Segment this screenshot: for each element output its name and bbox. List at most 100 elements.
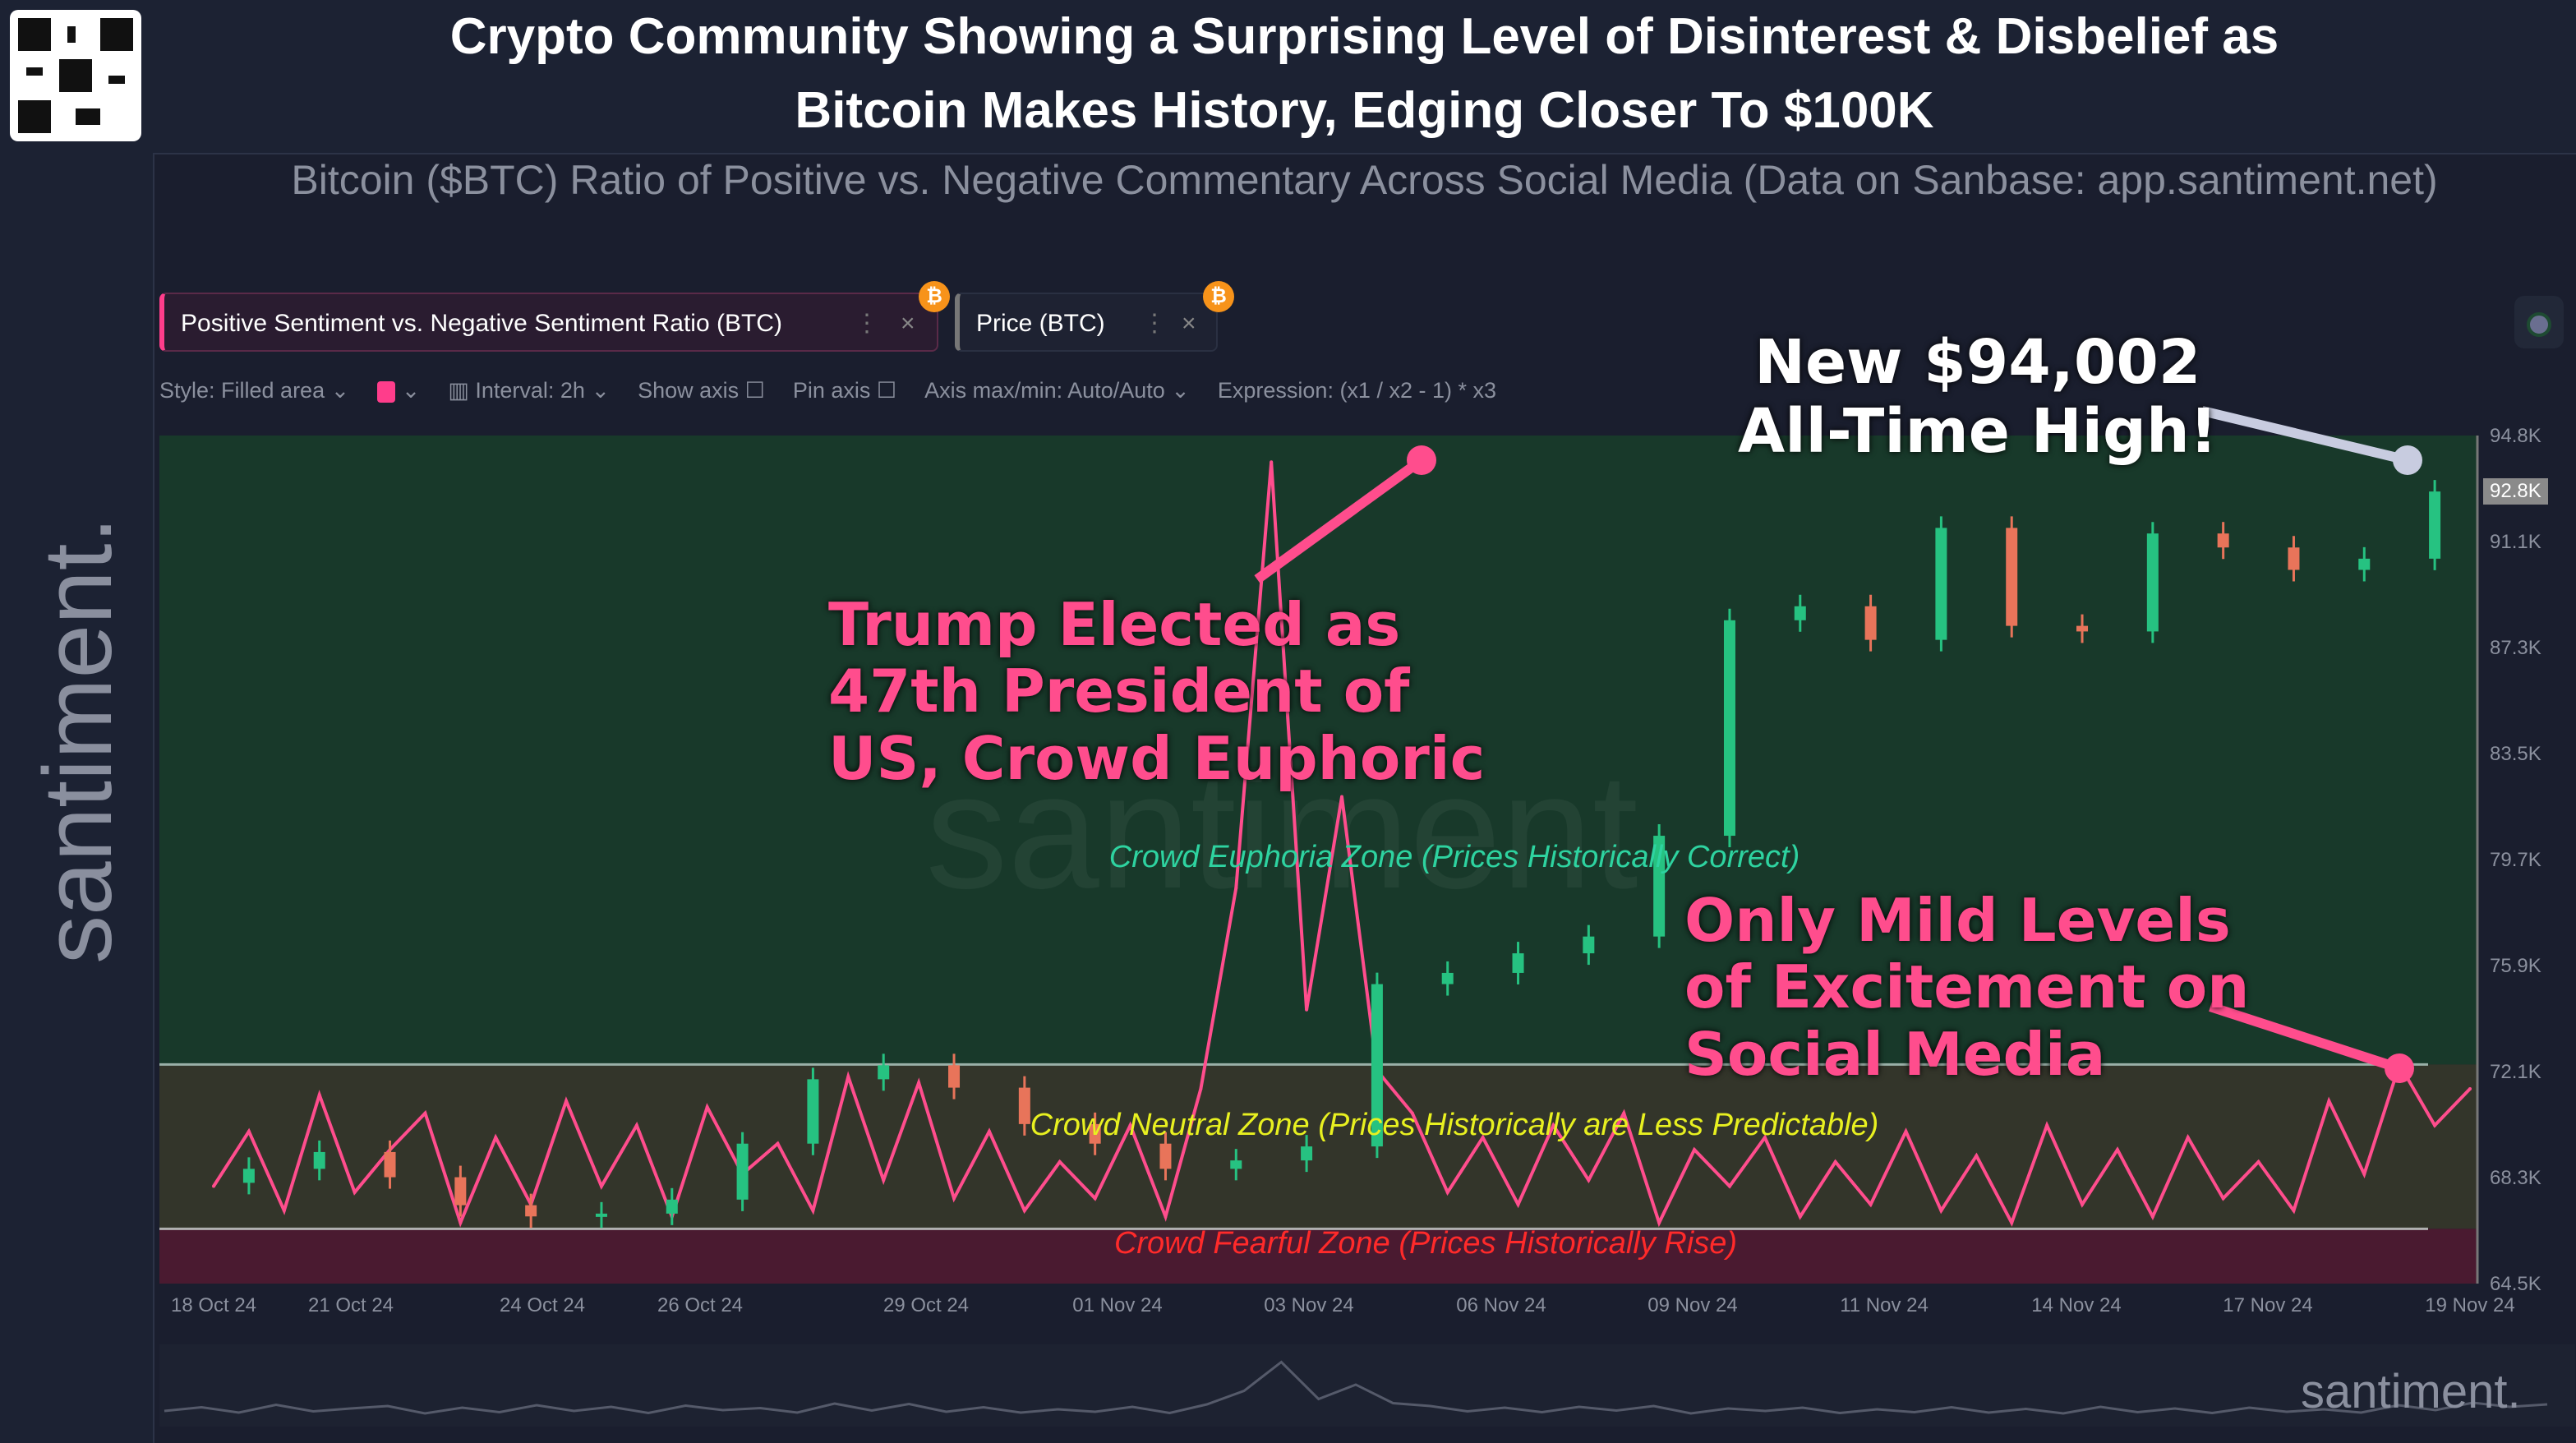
sentiment-point — [1164, 1215, 1168, 1219]
price-candle — [736, 1143, 749, 1200]
price-candle — [1864, 606, 1877, 640]
sentiment-point — [952, 1196, 956, 1201]
color-picker[interactable]: ⌄ — [377, 378, 420, 403]
price-candle — [2146, 533, 2159, 632]
pin-axis-toggle[interactable]: Pin axis ☐ — [792, 378, 897, 403]
close-icon[interactable]: × — [1182, 310, 1196, 337]
sentiment-point — [2115, 1148, 2119, 1152]
y-tick-label: 83.5K — [2490, 743, 2541, 765]
tab-price[interactable]: Price (BTC) ⋮ × — [955, 293, 1218, 352]
sentiment-point — [1727, 1184, 1731, 1188]
sentiment-point — [1093, 1196, 1097, 1201]
price-candle — [454, 1177, 467, 1206]
sentiment-point — [1551, 1123, 1555, 1127]
more-icon[interactable]: ⋮ — [855, 310, 879, 337]
qr-code — [10, 10, 141, 141]
sentiment-point — [317, 1093, 321, 1097]
sentiment-point — [2221, 1196, 2225, 1201]
calendar-icon: ▥ — [448, 378, 469, 403]
tab-sentiment-ratio[interactable]: Positive Sentiment vs. Negative Sentimen… — [159, 293, 938, 352]
sentiment-point — [2150, 1215, 2154, 1219]
sentiment-point — [705, 1105, 709, 1109]
price-candle — [1018, 1087, 1030, 1124]
settings-toggle[interactable] — [2514, 296, 2564, 348]
expression-field[interactable]: Expression: (x1 / x2 - 1) * x3 — [1217, 378, 1496, 403]
sentiment-point — [2256, 1159, 2260, 1164]
sentiment-point — [2081, 1202, 2085, 1206]
sentiment-point — [2327, 1099, 2331, 1103]
sentiment-point — [1481, 1136, 1485, 1140]
sentiment-point — [1587, 1178, 1591, 1183]
y-tick-label: 91.1K — [2490, 531, 2541, 553]
price-candle — [1583, 936, 1595, 954]
price-candle — [1301, 1146, 1313, 1161]
sentiment-point — [459, 1220, 463, 1224]
price-candle — [878, 1065, 890, 1080]
arrow-icon — [2200, 406, 2409, 465]
price-candle — [1512, 953, 1524, 973]
sentiment-point — [247, 1129, 251, 1133]
sentiment-point — [2433, 1123, 2437, 1127]
sentiment-point — [494, 1136, 498, 1140]
title-line-1: Crypto Community Showing a Surprising Le… — [449, 8, 2279, 65]
price-candle — [666, 1199, 678, 1214]
sentiment-point — [1939, 1209, 1943, 1213]
subtitle: Bitcoin ($BTC) Ratio of Positive vs. Neg… — [291, 157, 2438, 203]
show-axis-toggle[interactable]: Show axis ☐ — [638, 378, 765, 403]
price-candle — [1935, 528, 1947, 640]
sentiment-point — [565, 1099, 569, 1103]
axis-maxmin-dropdown[interactable]: Axis max/min: Auto/Auto ⌄ — [924, 378, 1190, 403]
sentiment-point — [1410, 1111, 1414, 1115]
sentiment-point — [1058, 1159, 1062, 1164]
title-line-2: Bitcoin Makes History, Edging Closer To … — [795, 82, 1934, 139]
sentiment-point — [1270, 460, 1274, 464]
y-tick-label: 72.1K — [2490, 1061, 2541, 1083]
y-tick-label: 87.3K — [2490, 637, 2541, 659]
close-icon[interactable]: × — [901, 310, 915, 337]
tab-label: Price (BTC) — [976, 310, 1105, 337]
euphoria-zone-label: Crowd Euphoria Zone (Prices Historically… — [1108, 840, 1800, 874]
arrow-icon — [1254, 456, 1425, 583]
price-candle — [384, 1151, 396, 1178]
sentiment-point — [282, 1209, 286, 1213]
sentiment-point — [1869, 1202, 1873, 1206]
price-candle — [1441, 972, 1454, 984]
x-tick-label: 14 Nov 24 — [2031, 1294, 2121, 1316]
x-tick-label: 21 Oct 24 — [308, 1294, 394, 1316]
tab-label: Positive Sentiment vs. Negative Sentimen… — [181, 310, 782, 337]
sentiment-point — [2292, 1209, 2296, 1213]
sentiment-point — [1128, 1123, 1132, 1127]
price-candle — [1653, 836, 1666, 937]
y-tick-label: 94.8K — [2490, 425, 2541, 447]
x-tick-label: 03 Nov 24 — [1264, 1294, 1353, 1316]
sentiment-point — [423, 1111, 427, 1115]
fearful-zone-label: Crowd Fearful Zone (Prices Historically … — [1113, 1226, 1738, 1261]
price-candle — [1230, 1160, 1242, 1169]
x-tick-label: 24 Oct 24 — [500, 1294, 585, 1316]
sentiment-point — [1657, 1220, 1661, 1224]
price-candle — [1723, 620, 1735, 837]
x-tick-label: 11 Nov 24 — [1840, 1294, 1929, 1316]
sentiment-point — [599, 1184, 603, 1188]
neutral-zone — [159, 1064, 2477, 1229]
price-candle — [948, 1065, 961, 1088]
sentiment-point — [1340, 795, 1343, 799]
navigator-line — [164, 1360, 2548, 1415]
bitcoin-icon: ₿ — [1203, 281, 1234, 312]
current-price-label: 92.8K — [2483, 478, 2548, 505]
price-candle — [525, 1205, 537, 1217]
style-dropdown[interactable]: Style: Filled area ⌄ — [159, 378, 350, 403]
sentiment-point — [2186, 1136, 2190, 1140]
page-title: Crypto Community Showing a Surprising Le… — [153, 0, 2576, 154]
x-tick-label: 19 Nov 24 — [2425, 1294, 2514, 1316]
sentiment-point — [1199, 1087, 1203, 1091]
price-candle — [595, 1213, 607, 1217]
neutral-zone-label: Crowd Neutral Zone (Prices Historically … — [1030, 1108, 1879, 1142]
interval-dropdown[interactable]: ▥ Interval: 2h ⌄ — [448, 378, 611, 403]
x-tick-label: 17 Nov 24 — [2223, 1294, 2312, 1316]
price-candle — [1794, 606, 1806, 620]
more-icon[interactable]: ⋮ — [1142, 310, 1167, 337]
x-tick-label: 06 Nov 24 — [1456, 1294, 1546, 1316]
price-candle — [1159, 1143, 1172, 1169]
